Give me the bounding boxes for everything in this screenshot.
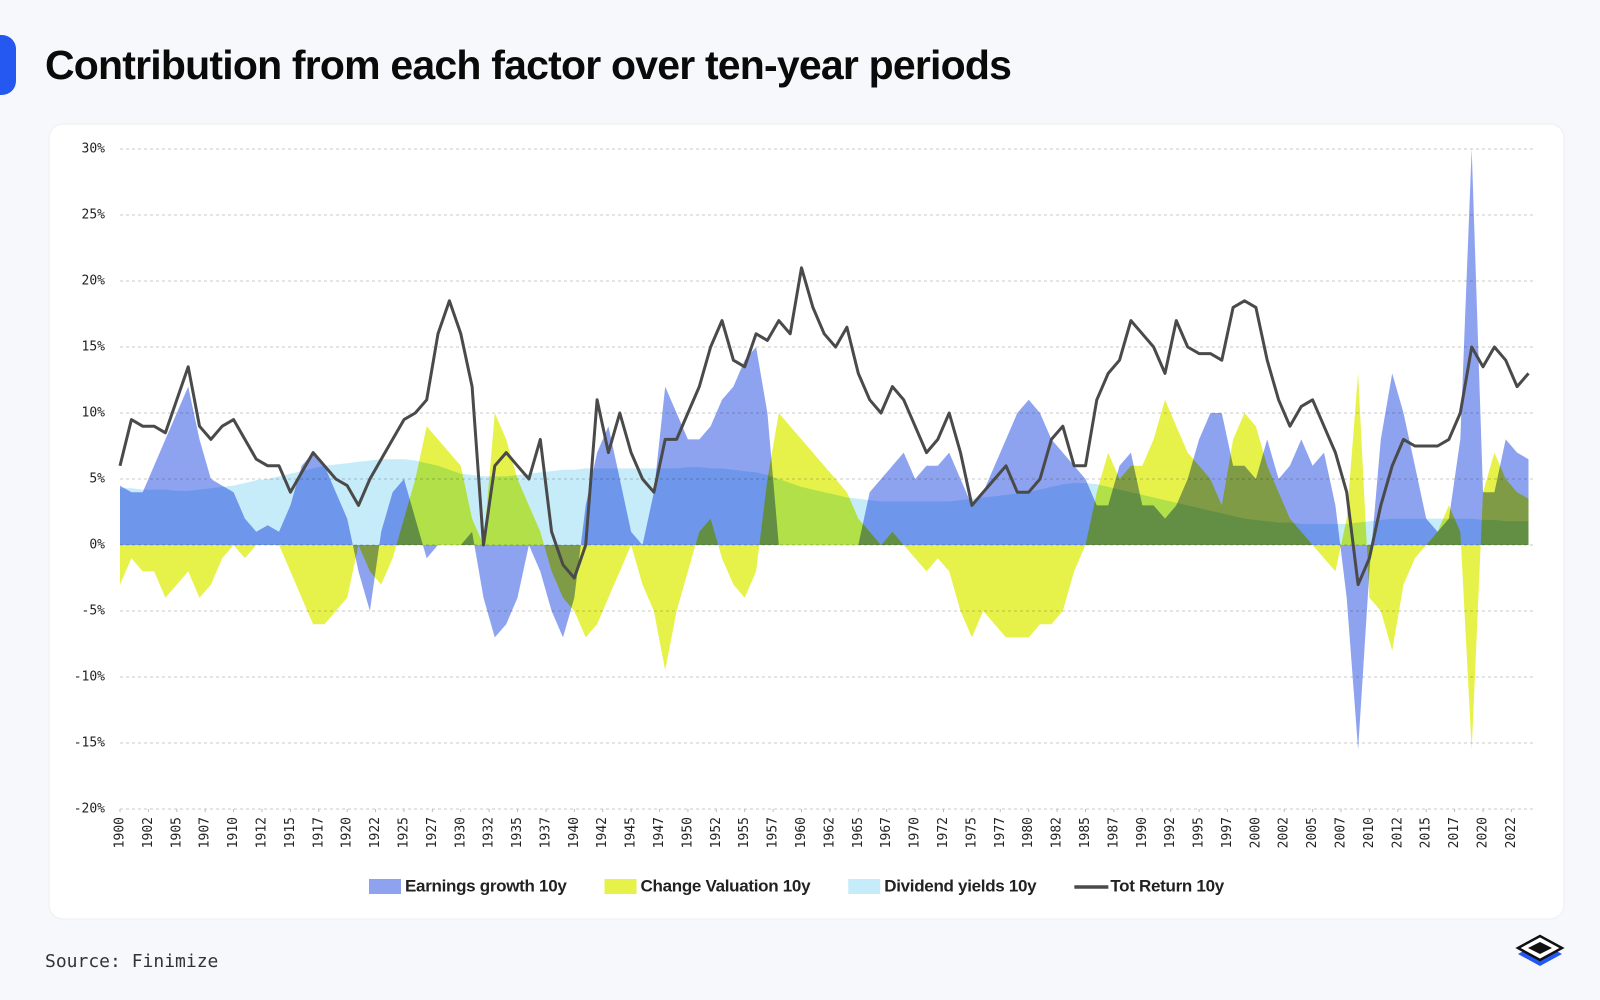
x-tick-label: 1975 [964,817,979,848]
legend-label: Change Valuation 10y [641,876,812,895]
x-tick-label: 1960 [794,817,809,848]
y-tick-label: 5% [89,472,105,487]
x-tick-label: 1925 [396,817,411,848]
x-tick-label: 1985 [1078,817,1093,848]
y-tick-label: 10% [82,406,106,421]
x-tick-label: 1935 [510,817,525,848]
x-tick-label: 1937 [538,817,553,848]
x-tick-label: 1977 [993,817,1008,848]
legend-label: Tot Return 10y [1110,876,1224,895]
x-tick-label: 2002 [1277,817,1292,848]
legend-swatch [848,879,881,894]
chart-title: Contribution from each factor over ten-y… [45,42,1011,88]
area [120,373,1529,750]
x-tick-label: 1952 [709,817,724,848]
x-tick-label: 1965 [851,817,866,848]
y-tick-label: 30% [82,142,106,157]
legend-swatch [369,879,401,894]
y-tick-label: -5% [82,604,106,619]
x-tick-label: 1912 [254,817,269,848]
x-tick-label: 1927 [425,817,440,848]
x-tick-label: 1932 [482,817,497,848]
x-tick-label: 1987 [1106,817,1121,848]
x-tick-label: 1942 [595,817,610,848]
y-tick-label: -15% [74,736,105,751]
x-tick-label: 1970 [908,817,923,848]
x-tick-label: 1945 [624,817,639,848]
legend-swatch [604,879,637,894]
x-tick-label: 1980 [1021,817,1036,848]
x-tick-label: 1982 [1050,817,1065,848]
x-tick-label: 1972 [936,817,951,848]
plot: -20% -15% -10% -5% 0% 5% 10% 15% 20% 25% 30% 1900 19… [74,142,1533,895]
x-tick-label: 1947 [652,817,667,848]
y-tick-label: -10% [74,670,105,685]
x-tick-label: 1905 [169,817,184,848]
legend-label: Earnings growth 10y [405,876,567,895]
accent-tab [0,35,16,95]
x-tick-label: 1902 [141,817,156,848]
x-tick-label: 2005 [1305,817,1320,848]
x-tick-label: 1995 [1192,817,1207,848]
x-tick-label: 1955 [737,817,752,848]
x-tick-label: 1922 [368,817,383,848]
y-tick-label: 0% [89,538,105,553]
x-tick-label: 1962 [822,817,837,848]
x-tick-label: 2015 [1419,817,1434,848]
line [118,266,1530,587]
y-tick-label: 20% [82,274,106,289]
x-tick-label: 2000 [1248,817,1263,848]
source: Source: Finimize [45,951,218,972]
x-tick-label: 1930 [453,817,468,848]
y-tick-label: -20% [74,802,105,817]
x-tick-label: 1940 [567,817,582,848]
x-tick-label: 2007 [1334,817,1349,848]
x-tick-label: 1990 [1135,817,1150,848]
y-tick-label: 15% [82,340,106,355]
x-tick-label: 1920 [340,817,355,848]
x-tick-label: 1900 [113,817,128,848]
x-tick-label: 1992 [1163,817,1178,848]
series-layer [118,149,1530,750]
legend-label: Dividend yields 10y [884,876,1037,895]
x-tick-label: 2022 [1504,817,1519,848]
x-tick-label: 1915 [283,817,298,848]
x-tick-label: 1907 [198,817,213,848]
x-tick-label: 2012 [1390,817,1405,848]
y-tick-label: 25% [82,208,106,223]
x-tick-label: 2017 [1447,817,1462,848]
x-tick-label: 1950 [680,817,695,848]
x-tick-label: 1910 [226,817,241,848]
x-tick-label: 1967 [879,817,894,848]
logo [1515,934,1565,966]
x-tick-label: 1997 [1220,817,1235,848]
x-tick-label: 2010 [1362,817,1377,848]
x-tick-label: 1957 [766,817,781,848]
x-tick-label: 2020 [1476,817,1491,848]
x-tick-label: 1917 [311,817,326,848]
area [120,459,1529,545]
